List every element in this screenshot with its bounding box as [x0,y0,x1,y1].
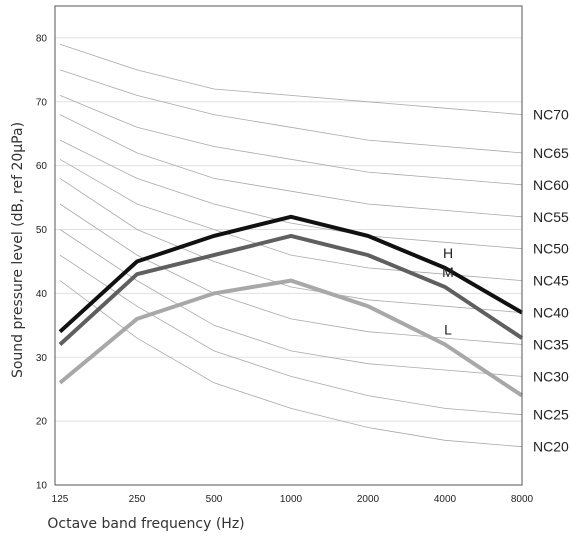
nc-curve-nc55 [59,114,523,218]
y-tick-label-40: 40 [36,289,48,300]
y-tick-label-10: 10 [36,481,48,492]
nc-label-nc30: NC30 [533,368,569,384]
series-label-l: L [444,321,452,337]
nc-label-nc70: NC70 [533,107,569,123]
y-tick-label-20: 20 [36,417,48,428]
x-axis-title: Octave band frequency (Hz) [47,516,244,532]
x-tick-label-2000: 2000 [357,494,380,505]
series-labels: HM L [442,245,454,338]
nc-curve-nc45 [59,158,523,281]
y-tick-label-60: 60 [36,161,48,172]
nc-label-nc25: NC25 [533,407,569,423]
series-line-h [58,214,524,334]
nc-reference-curves [59,43,523,448]
nc-curve-nc40 [59,178,523,313]
y-axis-title: Sound pressure level (dB, ref 20μPa) [10,122,26,378]
y-tick-label-80: 80 [36,33,48,44]
x-tick-label-125: 125 [52,494,69,505]
series-label-h: H [443,245,453,261]
x-axis-ticks: 125 250 500 1000 2000 4000 8000 [52,494,534,505]
series-line-m [58,233,524,346]
plot-area-frame [54,5,523,486]
nc-label-nc65: NC65 [533,145,569,161]
series-label-m: M [442,264,454,280]
nc-curve-nc60 [59,95,523,186]
x-tick-label-250: 250 [129,494,146,505]
nc-curve-labels: NC20 NC25 NC30 NC35 NC40 NC45 NC50 NC55 NC60 NC65… [533,107,569,455]
nc-label-nc40: NC40 [533,305,569,321]
y-tick-label-50: 50 [36,225,48,236]
nc-curve-nc35 [59,203,523,345]
nc-curve-nc20 [59,280,523,448]
nc-curve-nc30 [59,229,523,377]
x-tick-label-1000: 1000 [280,494,303,505]
series-line-l [58,278,524,398]
nc-label-nc60: NC60 [533,177,569,193]
nc-curve-nc25 [59,254,523,416]
y-tick-label-30: 30 [36,353,48,364]
nc-curve-nc65 [59,69,523,154]
y-tick-label-70: 70 [36,97,48,108]
y-axis-ticks: 10 20 30 40 50 60 70 80 [36,33,48,491]
measured-series [58,214,524,398]
x-tick-label-500: 500 [206,494,223,505]
nc-label-nc50: NC50 [533,241,569,257]
nc-label-nc35: NC35 [533,336,569,352]
x-tick-label-8000: 8000 [511,494,534,505]
grid-lines [55,37,522,422]
nc-curve-nc50 [59,139,523,250]
nc-label-nc20: NC20 [533,439,569,455]
nc-label-nc45: NC45 [533,273,569,289]
nc-label-nc55: NC55 [533,209,569,225]
nc-curve-nc70 [59,43,523,115]
x-tick-label-4000: 4000 [434,494,457,505]
